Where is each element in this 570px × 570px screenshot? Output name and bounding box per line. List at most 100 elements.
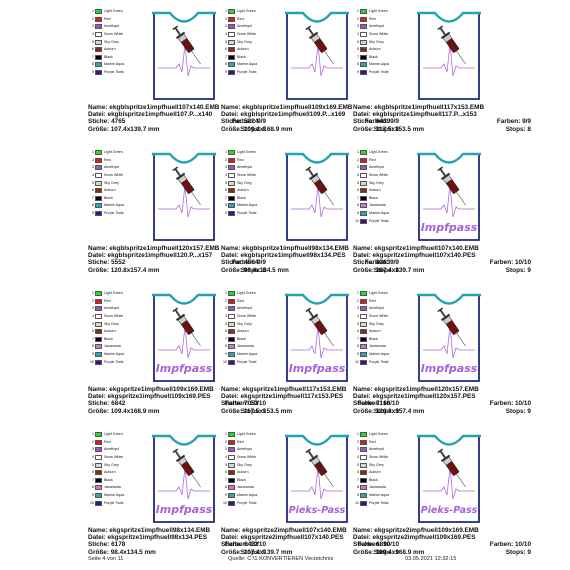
- legend-number: 1: [92, 9, 94, 14]
- design-preview: Pieks-Pass: [283, 433, 351, 525]
- legend-color-name: Marine Aqua: [237, 493, 258, 498]
- legend-color-name: Marine Aqua: [369, 352, 390, 357]
- color-swatch: [360, 70, 367, 76]
- legend-row: 4 Snow White: [221, 454, 281, 462]
- legend-color-name: Jacaranda: [369, 344, 386, 349]
- legend-number: 7: [357, 54, 359, 59]
- color-swatch: [360, 500, 367, 506]
- legend-row: 9 Marine Aqua: [221, 351, 281, 359]
- legend-row: 6 Auburn: [353, 469, 413, 477]
- legend-row: 1 Light Green: [88, 290, 148, 298]
- legend-color-name: Sky Grey: [237, 180, 252, 185]
- design-cell: 1 Light Green 2 Red 3 Amethyst 4 Snow White 5 Sky…: [221, 290, 399, 424]
- pouch-frame: [286, 436, 348, 523]
- legend-color-name: Auburn: [237, 329, 249, 334]
- pouch-frame: [418, 295, 480, 382]
- legend-number: 9: [92, 70, 94, 75]
- design-file: Datei: ekgspritze2impfhuell107x140.PES: [221, 534, 344, 542]
- info-row: Datei: ekgblspritze1impfhuell109.P...x16…: [221, 111, 399, 118]
- legend-number: 6: [92, 470, 94, 475]
- design-cell: 1 Light Green 2 Red 3 Amethyst 4 Snow White 5 Sky…: [353, 8, 531, 142]
- stop-count: Stops: 9: [240, 548, 266, 556]
- legend-row: 9 Marine Aqua: [88, 351, 148, 359]
- design-file: Datei: ekgspritze1impfhuell117x153.PES: [221, 393, 344, 401]
- legend-color-name: Sky Grey: [369, 321, 384, 326]
- design-label-text: Impfpass: [421, 362, 478, 375]
- color-swatch: [360, 329, 367, 335]
- legend-color-name: Amethyst: [104, 24, 119, 29]
- color-swatch: [228, 9, 235, 15]
- legend-color-name: Sky Grey: [104, 180, 119, 185]
- legend-color-name: Red: [369, 439, 376, 444]
- legend-number: 8: [357, 485, 359, 490]
- legend-row: 3 Amethyst: [221, 164, 281, 172]
- legend-number: 9: [357, 352, 359, 357]
- legend-color-name: Jacaranda: [369, 203, 386, 208]
- color-swatch: [228, 485, 235, 491]
- color-swatch: [360, 432, 367, 438]
- ekg-wave-icon: [158, 466, 210, 500]
- design-cell: 1 Light Green 2 Red 3 Amethyst 4 Snow White 5 Sky…: [221, 431, 399, 565]
- legend-row: 5 Sky Grey: [221, 320, 281, 328]
- legend-color-name: Red: [104, 16, 111, 21]
- design-file: Datei: ekgblspritze1impfhuell120.P...x15…: [88, 252, 213, 260]
- legend-number: 3: [225, 447, 227, 452]
- legend-color-name: Auburn: [369, 47, 381, 52]
- color-swatch: [95, 16, 102, 22]
- legend-row: 8 Marine Aqua: [88, 202, 148, 210]
- legend-row: 4 Snow White: [221, 31, 281, 39]
- info-row: Datei: ekgspritze1impfhuell109x169.PES: [88, 393, 266, 400]
- legend-number: 8: [357, 203, 359, 208]
- info-row: Name: ekgblspritze1impfhuell117x153.EMB: [353, 104, 531, 111]
- legend-number: 6: [357, 329, 359, 334]
- legend-color-name: Red: [369, 298, 376, 303]
- color-swatch: [228, 306, 235, 312]
- legend-color-name: Amethyst: [237, 165, 252, 170]
- legend-color-name: Black: [369, 336, 378, 341]
- design-info: Name: ekgspritze1impfhuell117x153.EMB Dat…: [221, 386, 399, 415]
- legend-row: 2 Red: [353, 16, 413, 24]
- legend-number: 5: [357, 462, 359, 467]
- legend-color-name: Snow White: [237, 32, 257, 37]
- collar-icon: [152, 11, 216, 23]
- legend-number: 8: [92, 485, 94, 490]
- color-swatch: [95, 314, 102, 320]
- legend-color-name: Red: [237, 298, 244, 303]
- legend-number: 10: [223, 500, 227, 505]
- legend-number: 7: [357, 477, 359, 482]
- pouch-frame: [153, 295, 215, 382]
- legend-row: 2 Red: [221, 157, 281, 165]
- color-swatch: [228, 493, 235, 499]
- color-count: Farben: 9/9: [496, 118, 531, 126]
- legend-color-name: Light Green: [237, 150, 256, 155]
- legend-row: 5 Sky Grey: [353, 320, 413, 328]
- design-preview: Impfpass: [415, 292, 483, 384]
- syringe-icon: [172, 307, 201, 347]
- legend-row: 4 Snow White: [88, 31, 148, 39]
- ekg-wave-icon: [158, 184, 210, 218]
- legend-row: 6 Auburn: [88, 187, 148, 195]
- legend-color-name: Purple Twist: [104, 70, 124, 75]
- design-name: Name: ekgspritze2impfhuell109x169.EMB: [353, 527, 479, 534]
- legend-color-name: Black: [237, 195, 246, 200]
- color-swatch: [360, 359, 367, 365]
- legend-color-name: Light Green: [369, 9, 388, 14]
- legend-color-name: Sky Grey: [237, 321, 252, 326]
- design-preview: Impfpass: [150, 433, 218, 525]
- design-info: Name: ekgblspritze1impfhuell107x140.EMB D…: [88, 104, 266, 133]
- color-swatch: [228, 352, 235, 358]
- legend-number: 4: [357, 32, 359, 37]
- legend-row: 4 Snow White: [88, 172, 148, 180]
- ekg-wave-icon: [291, 466, 343, 500]
- legend-row: 7 Black: [353, 477, 413, 485]
- legend-number: 2: [225, 439, 227, 444]
- syringe-icon: [305, 448, 334, 488]
- legend-row: 7 Black: [221, 477, 281, 485]
- color-swatch: [360, 344, 367, 350]
- legend-color-name: Red: [104, 157, 111, 162]
- legend-row: 6 Auburn: [353, 46, 413, 54]
- design-info: Name: ekgspritze2impfhuell109x169.EMB Dat…: [353, 527, 531, 556]
- legend-color-name: Amethyst: [369, 447, 384, 452]
- legend-number: 7: [225, 477, 227, 482]
- legend-number: 7: [357, 336, 359, 341]
